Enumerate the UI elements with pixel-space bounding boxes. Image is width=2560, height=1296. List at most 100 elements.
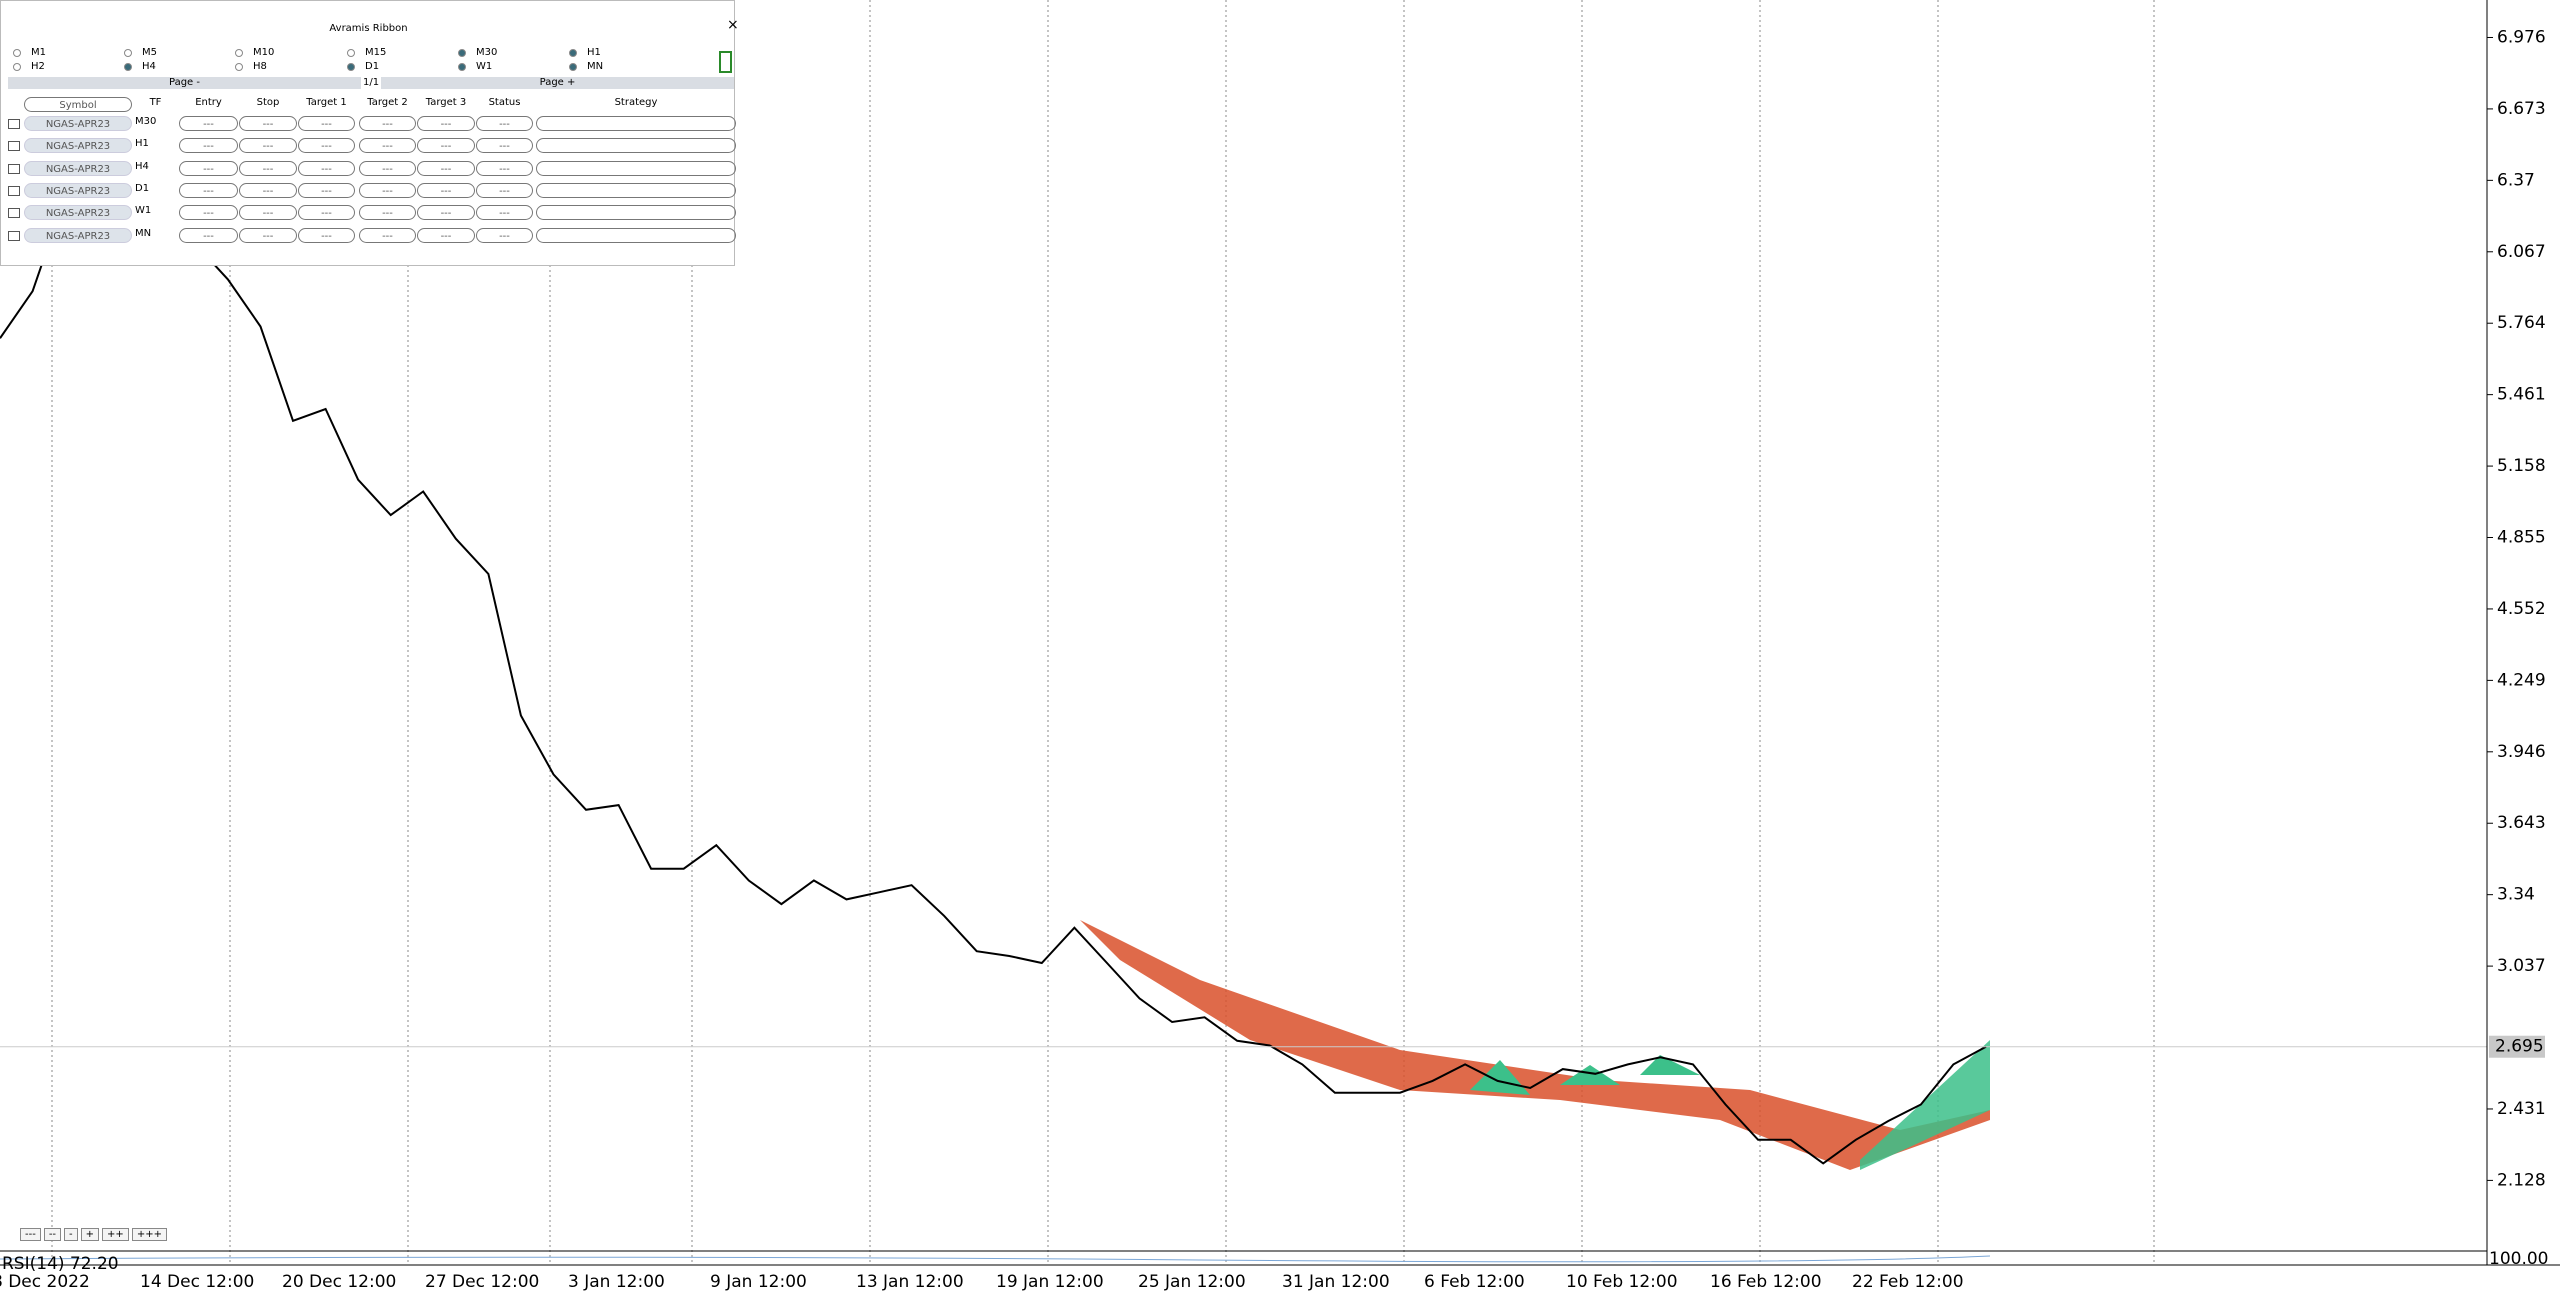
ribbon-green (1640, 1055, 1700, 1075)
radio-label[interactable]: MN (587, 61, 604, 72)
cell[interactable] (536, 182, 736, 198)
radio-label[interactable]: D1 (365, 61, 380, 72)
cell[interactable]: NGAS-APR23 (24, 205, 132, 221)
cell[interactable]: --- (239, 116, 297, 131)
page-next[interactable]: Page + (381, 77, 734, 89)
radio-label[interactable]: H8 (253, 61, 267, 72)
radio (569, 49, 577, 57)
zoom-button[interactable]: - (64, 1228, 78, 1241)
cell[interactable]: --- (179, 182, 238, 198)
cell[interactable]: --- (239, 138, 297, 154)
cell[interactable]: --- (417, 138, 475, 154)
date-label: 27 Dec 12:00 (425, 1272, 539, 1292)
cell[interactable]: --- (298, 205, 355, 221)
cell[interactable]: --- (298, 227, 355, 243)
cell[interactable] (536, 205, 736, 221)
y-tick-label: 2.128 (2497, 1170, 2546, 1190)
cell[interactable]: W1 (135, 205, 152, 217)
cell[interactable]: --- (179, 205, 238, 221)
cell[interactable]: --- (239, 227, 297, 243)
cell[interactable]: H1 (135, 138, 149, 150)
date-label: 9 Jan 12:00 (710, 1272, 807, 1292)
cell[interactable]: --- (359, 182, 416, 198)
radio-label[interactable]: W1 (476, 61, 493, 72)
cell[interactable]: --- (179, 160, 238, 176)
cell[interactable]: --- (417, 116, 475, 131)
radio-label[interactable]: H4 (142, 61, 156, 72)
cell[interactable] (536, 160, 736, 176)
cell[interactable] (536, 138, 736, 154)
zoom-button[interactable]: ++ (102, 1228, 129, 1241)
cell[interactable]: --- (298, 182, 355, 198)
cell[interactable]: --- (476, 205, 533, 221)
cell[interactable]: --- (359, 227, 416, 243)
zoom-button[interactable]: --- (20, 1228, 41, 1241)
cell[interactable]: NGAS-APR23 (24, 227, 132, 243)
cell[interactable] (536, 227, 736, 243)
cell[interactable]: NGAS-APR23 (24, 182, 132, 198)
zoom-button[interactable]: -- (43, 1228, 62, 1241)
cell[interactable]: NGAS-APR23 (24, 138, 132, 154)
page-prev[interactable]: Page - (8, 77, 361, 89)
cell[interactable]: --- (417, 160, 475, 176)
cell[interactable]: --- (298, 160, 355, 176)
current-price-label: 2.695 (2495, 1037, 2544, 1057)
cell[interactable]: H4 (135, 160, 149, 172)
cell[interactable]: --- (359, 138, 416, 154)
date-label: 14 Dec 12:00 (140, 1272, 254, 1292)
radio (235, 63, 243, 71)
y-tick-label: 5.158 (2497, 456, 2546, 476)
radio-label[interactable]: M15 (365, 47, 387, 58)
cell[interactable]: --- (417, 205, 475, 221)
cell[interactable]: --- (179, 116, 238, 131)
y-tick-label: 6.37 (2497, 170, 2535, 190)
cell[interactable]: --- (359, 116, 416, 131)
cell[interactable]: --- (239, 182, 297, 198)
cell[interactable]: NGAS-APR23 (24, 116, 132, 131)
cell[interactable]: --- (476, 138, 533, 154)
cell[interactable]: --- (476, 160, 533, 176)
date-label: 19 Jan 12:00 (996, 1272, 1104, 1292)
cell[interactable]: --- (476, 182, 533, 198)
cell[interactable]: MN (135, 227, 152, 239)
cell[interactable]: D1 (135, 182, 150, 194)
cell[interactable]: --- (179, 227, 238, 243)
cell[interactable]: --- (239, 160, 297, 176)
radio-label[interactable]: M10 (253, 47, 275, 58)
cell[interactable]: --- (359, 160, 416, 176)
radio-label[interactable]: M5 (142, 47, 157, 58)
date-label: 10 Feb 12:00 (1566, 1272, 1678, 1292)
cell[interactable]: --- (417, 182, 475, 198)
rsi-line (0, 1255, 1991, 1263)
column-header: Target 2 (367, 97, 408, 108)
cell[interactable]: --- (298, 138, 355, 154)
row-icon (8, 163, 20, 174)
y-tick-label: 3.946 (2497, 742, 2546, 762)
date-label: 22 Feb 12:00 (1852, 1272, 1964, 1292)
cell[interactable]: --- (476, 227, 533, 243)
radio-label[interactable]: H2 (31, 61, 45, 72)
radio-label[interactable]: M30 (476, 47, 498, 58)
radio-label[interactable]: H1 (587, 47, 601, 58)
radio-label[interactable]: M1 (31, 47, 46, 58)
y-tick-label: 3.643 (2497, 813, 2546, 833)
cell[interactable]: --- (298, 116, 355, 131)
cell[interactable]: --- (179, 138, 238, 154)
cell[interactable]: --- (476, 116, 533, 131)
cell[interactable] (536, 116, 736, 131)
cell[interactable]: --- (239, 205, 297, 221)
zoom-button[interactable]: +++ (131, 1228, 167, 1241)
ribbon-panel: Avramis Ribbon × M1 M5 M10 M15 M30 H1 H2 H4 H8 D1 W1… (0, 0, 739, 266)
radio (458, 63, 466, 71)
zoom-button[interactable]: + (80, 1228, 100, 1241)
y-tick-label: 2.431 (2497, 1099, 2546, 1119)
column-header: Status (488, 97, 521, 108)
radio (347, 63, 355, 71)
cell[interactable]: NGAS-APR23 (24, 160, 132, 176)
rsi-label: RSI(14) 72.20 (2, 1254, 119, 1274)
cell[interactable]: M30 (135, 116, 157, 127)
cell[interactable]: --- (359, 205, 416, 221)
close-button[interactable]: × (727, 17, 739, 33)
cell[interactable]: --- (417, 227, 475, 243)
